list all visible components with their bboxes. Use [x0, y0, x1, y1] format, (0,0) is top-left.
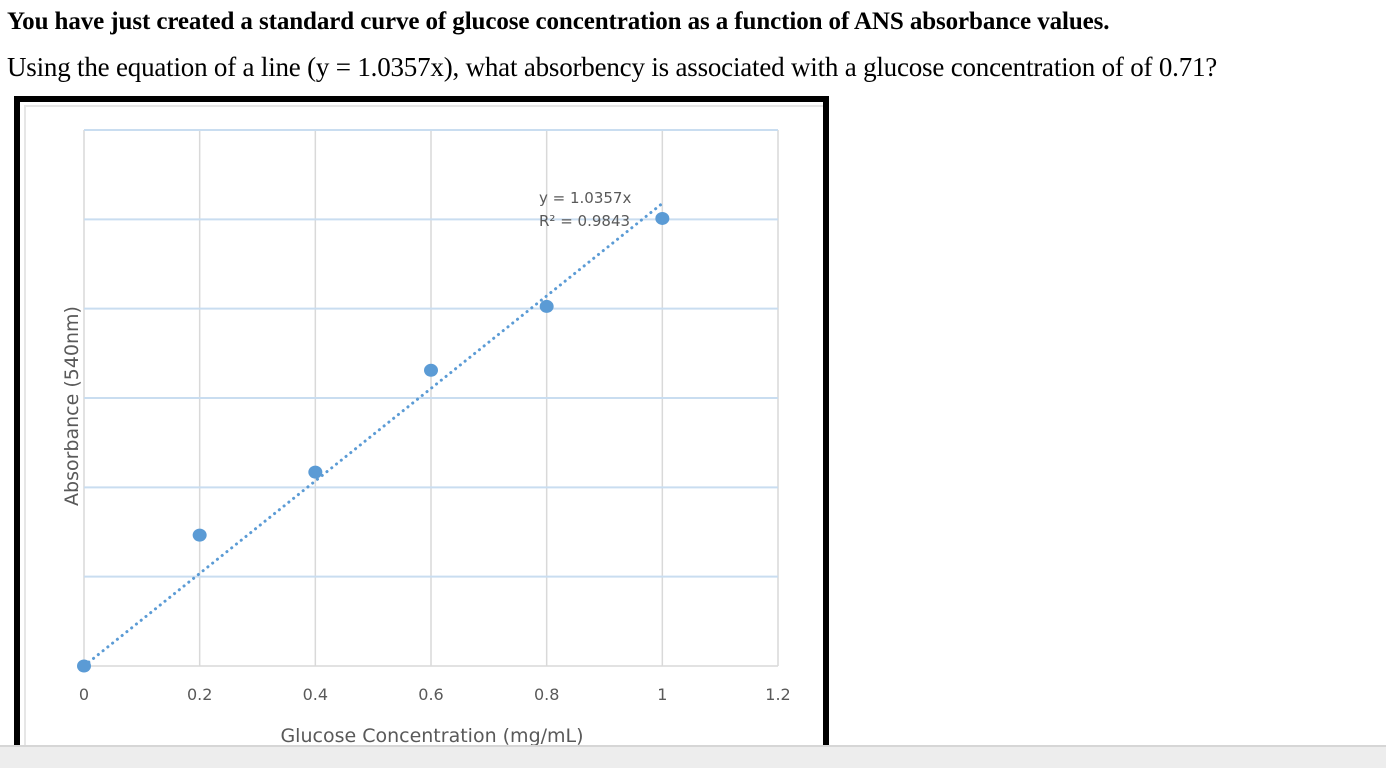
data-points — [77, 211, 670, 673]
data-point — [424, 363, 438, 377]
x-tick-labels: 0 0.2 0.4 0.6 0.8 1 1.2 — [79, 685, 791, 704]
data-point — [192, 528, 207, 542]
trendline — [82, 201, 664, 668]
x-tick-label: 0.4 — [303, 685, 328, 704]
question-title: You have just created a standard curve o… — [7, 8, 1110, 35]
chart-frame: 0 0.2 0.4 0.6 0.8 1 1.2 y = 1.0357x R² = 0.984… — [14, 96, 829, 762]
x-tick-label: 0.2 — [187, 685, 212, 704]
bottom-scrollbar-area — [0, 745, 1386, 768]
data-point — [308, 465, 323, 479]
x-tick-label: 1 — [657, 685, 667, 704]
trendline-r-squared: R² = 0.9843 — [539, 212, 630, 230]
data-point — [539, 299, 554, 313]
question-prompt: Using the equation of a line (y = 1.0357… — [7, 52, 1218, 82]
trendline-dotted — [82, 201, 664, 668]
x-tick-label: 0 — [79, 685, 89, 704]
gridlines — [83, 129, 779, 667]
x-axis-label: Glucose Concentration (mg/mL) — [280, 725, 583, 747]
trendline-equation: y = 1.0357x — [539, 189, 631, 207]
scatter-plot: 0 0.2 0.4 0.6 0.8 1 1.2 y = 1.0357x R² = 0.984… — [61, 129, 791, 747]
data-point — [655, 211, 670, 225]
chart-area — [24, 105, 823, 762]
x-tick-label: 1.2 — [765, 685, 790, 704]
x-tick-label: 0.8 — [534, 685, 559, 704]
data-point — [77, 659, 91, 673]
x-tick-label: 0.6 — [418, 685, 443, 704]
y-axis-label: Absorbance (540nm) — [61, 306, 83, 506]
